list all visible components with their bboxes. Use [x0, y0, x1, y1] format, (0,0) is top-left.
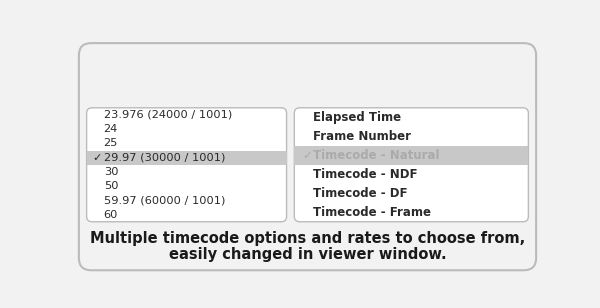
Text: 24: 24	[104, 124, 118, 134]
Text: Timecode - NDF: Timecode - NDF	[313, 168, 418, 181]
Bar	[86, 151, 287, 165]
Text: easily changed in viewer window.: easily changed in viewer window.	[169, 247, 446, 261]
Text: 29.97 (30000 / 1001): 29.97 (30000 / 1001)	[104, 153, 225, 163]
Text: 60: 60	[104, 210, 118, 220]
Text: Timecode - Frame: Timecode - Frame	[313, 206, 431, 219]
Text: ✓: ✓	[302, 149, 312, 162]
Text: 25: 25	[104, 138, 118, 148]
Text: ✓: ✓	[93, 153, 102, 163]
Text: 30: 30	[104, 167, 118, 177]
Text: Frame Number: Frame Number	[313, 130, 411, 143]
Text: 23.976 (24000 / 1001): 23.976 (24000 / 1001)	[104, 110, 232, 120]
Text: 50: 50	[104, 181, 118, 191]
FancyBboxPatch shape	[79, 43, 536, 270]
Text: Elapsed Time: Elapsed Time	[313, 111, 401, 124]
Text: Timecode - DF: Timecode - DF	[313, 187, 407, 200]
FancyBboxPatch shape	[295, 108, 529, 222]
Text: Timecode - Natural: Timecode - Natural	[313, 149, 439, 162]
Text: Multiple timecode options and rates to choose from,: Multiple timecode options and rates to c…	[90, 231, 525, 246]
Bar	[295, 146, 529, 165]
Text: 59.97 (60000 / 1001): 59.97 (60000 / 1001)	[104, 195, 225, 205]
FancyBboxPatch shape	[86, 108, 287, 222]
